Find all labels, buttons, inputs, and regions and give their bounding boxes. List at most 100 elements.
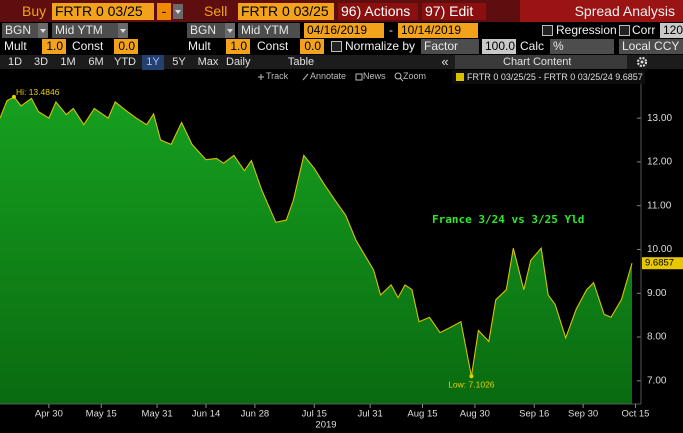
factor-input[interactable]: 100.0 (482, 39, 516, 54)
x-tick-label: Jun 28 (241, 409, 270, 420)
news-tool[interactable]: News (363, 71, 386, 81)
mult-input[interactable]: 1.0 (226, 39, 250, 54)
source-field[interactable]: BGN (2, 23, 46, 38)
corr-label: Corr (632, 23, 656, 37)
settings-icon[interactable] (636, 56, 648, 68)
page-title: Spread Analysis (574, 3, 675, 19)
area (0, 96, 632, 405)
y-tick-label: 8.00 (647, 332, 667, 343)
currency-field[interactable]: Local CCY (619, 39, 683, 54)
checkbox[interactable] (331, 41, 342, 52)
start-date[interactable]: 04/16/2019 (304, 23, 384, 38)
checkbox[interactable] (619, 25, 630, 36)
track-tool[interactable]: Track (266, 71, 289, 81)
last-value-tag (642, 257, 683, 270)
chart-annotation: France 3/24 vs 3/25 Yld (432, 213, 584, 226)
collapse-button[interactable]: « (441, 54, 449, 69)
table-button[interactable]: Table (287, 56, 315, 68)
low-label: Low: 7.1026 (448, 380, 495, 390)
buy-security[interactable]: FRTR 0 03/25 (52, 3, 154, 20)
period-button[interactable]: 5Y (172, 56, 186, 68)
buy-label: Buy (22, 3, 47, 19)
title-panel (520, 0, 683, 22)
y-tick-label: 11.00 (647, 200, 672, 211)
gear (636, 56, 648, 68)
legend-swatch (456, 73, 464, 81)
low-marker (469, 374, 474, 379)
legend-label: FRTR 0 03/25/25 - FRTR 0 03/25/24 9.6857 (467, 70, 643, 85)
const-label: Const (257, 39, 289, 53)
legend-series-name: FRTR 0 03/25/25 - FRTR 0 03/25/24 (467, 72, 613, 82)
corr-window[interactable]: 120 (660, 23, 683, 38)
mult-label: Mult (188, 39, 211, 53)
period-button[interactable]: 6M (88, 56, 104, 68)
tool-icons (258, 72, 404, 82)
normalize-label: Normalize by (345, 39, 416, 53)
x-tick-label: Jul 31 (357, 409, 382, 420)
const-input[interactable]: 0.0 (114, 39, 138, 54)
zoom-handle (399, 77, 404, 82)
period-button[interactable]: 1D (7, 56, 23, 68)
legend-last-value: 9.6857 (615, 72, 643, 82)
dropdown-arrow[interactable] (173, 4, 183, 19)
y-tick-label: 13.00 (647, 113, 672, 124)
period-button[interactable]: Max (197, 56, 219, 68)
source-field[interactable]: BGN (187, 23, 233, 38)
edit-button[interactable]: 97) Edit (422, 3, 486, 20)
sell-security[interactable]: FRTR 0 03/25 (238, 3, 334, 20)
x-tick-label: Sep 30 (568, 409, 598, 420)
x-tick-label: Oct 15 (621, 409, 649, 420)
dropdown-arrow[interactable] (38, 23, 48, 38)
calc-label: Calc (520, 39, 545, 53)
end-date[interactable]: 10/14/2019 (398, 23, 478, 38)
x-tick-label: Apr 30 (35, 409, 63, 420)
regression-label: Regression (556, 23, 617, 37)
hi-label: Hi: 13.4846 (16, 87, 60, 97)
sell-label: Sell (204, 3, 228, 19)
x-tick-label: May 31 (142, 409, 173, 420)
x-tick-label: Aug 15 (407, 409, 437, 420)
hi-marker (11, 94, 16, 99)
period-button[interactable]: 1M (60, 56, 76, 68)
x-tick-label: Jul 15 (302, 409, 327, 420)
zoom-tool[interactable]: Zoom (403, 71, 427, 81)
buy-separator[interactable]: - (157, 3, 171, 20)
x-tick-label: Aug 30 (460, 409, 490, 420)
line (0, 96, 633, 377)
x-tick-label: Jun 14 (192, 409, 221, 420)
legend (452, 70, 645, 84)
annotate-tool[interactable]: Annotate (310, 71, 347, 81)
checkbox[interactable] (542, 25, 553, 36)
mult-label: Mult (4, 39, 27, 53)
period-button[interactable]: 3D (33, 56, 49, 68)
const-input[interactable]: 0.0 (300, 39, 324, 54)
y-tick-label: 9.00 (647, 288, 667, 299)
chart-content-bar (455, 55, 627, 69)
y-tick-label: 12.00 (647, 157, 672, 168)
y-tick-label: 10.00 (647, 244, 672, 255)
const-label: Const (72, 39, 104, 53)
calc-field[interactable]: % (550, 39, 614, 54)
zoom-icon (394, 72, 402, 80)
dropdown-arrow[interactable] (225, 23, 235, 38)
gear-hub (640, 60, 644, 64)
yield-field[interactable]: Mid YTM (52, 23, 126, 38)
frequency-dropdown[interactable]: Daily (226, 56, 251, 68)
y-tick-label: 7.00 (647, 375, 667, 386)
x-year-label: 2019 (315, 420, 336, 431)
mult-input[interactable]: 1.0 (42, 39, 66, 54)
last-value-label: 9.6857 (645, 258, 674, 269)
normalize-mode[interactable]: Factor (421, 39, 479, 54)
news-icon (355, 73, 363, 81)
actions-button[interactable]: 96) Actions (338, 3, 418, 20)
dropdown-arrow[interactable] (118, 23, 128, 38)
period-button[interactable]: YTD (114, 56, 136, 68)
track-icon (258, 74, 264, 80)
chart: 7.00 8.00 9.00 10.00 11.00 12.00 13.00 Apr 30 Ma… (0, 84, 683, 431)
x-tick-label: May 15 (86, 409, 117, 420)
period-button-active[interactable]: 1Y (142, 55, 164, 70)
date-separator: - (389, 23, 393, 37)
chart-content-button[interactable]: Chart Content (503, 56, 572, 68)
yield-field[interactable]: Mid YTM (238, 23, 300, 38)
